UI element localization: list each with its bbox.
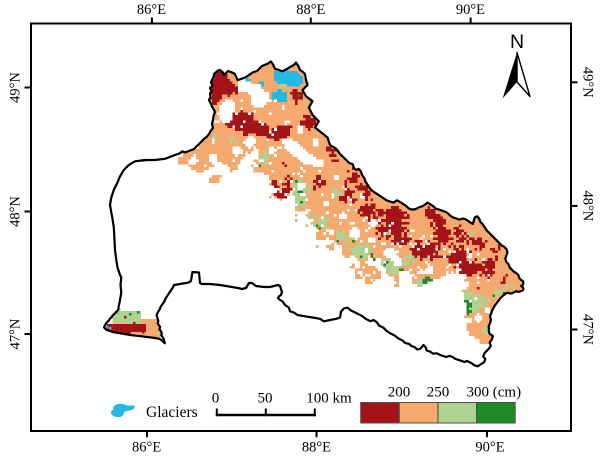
svg-text:Glaciers: Glaciers [146,404,198,421]
svg-text:300 (cm): 300 (cm) [467,385,522,401]
svg-text:88°E: 88°E [296,2,325,18]
svg-text:90°E: 90°E [456,2,485,18]
svg-text:48°N: 48°N [8,196,24,227]
svg-text:0: 0 [212,390,220,406]
svg-text:86°E: 86°E [137,2,166,18]
svg-text:47°N: 47°N [8,318,24,349]
svg-text:86°E: 86°E [132,439,161,455]
svg-text:100 km: 100 km [306,390,352,406]
svg-text:N: N [510,31,524,53]
svg-text:47°N: 47°N [580,314,596,345]
svg-text:90°E: 90°E [475,439,504,455]
svg-text:50: 50 [258,390,273,406]
svg-text:88°E: 88°E [302,439,331,455]
svg-text:48°N: 48°N [580,191,596,222]
svg-text:200: 200 [388,385,411,401]
svg-text:250: 250 [427,385,450,401]
svg-text:49°N: 49°N [8,72,24,103]
svg-text:49°N: 49°N [580,67,596,98]
